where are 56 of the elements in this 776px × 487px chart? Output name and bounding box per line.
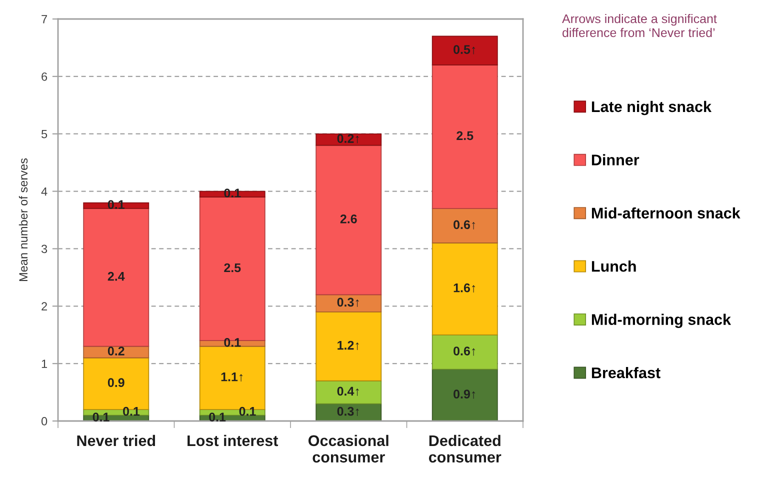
y-tick-label: 4 (41, 187, 48, 196)
bar (432, 64, 498, 209)
bar (316, 311, 382, 382)
data-label: 0.1 (224, 338, 241, 347)
data-label: 0.4↑ (337, 386, 359, 396)
data-label: 0.2 (108, 346, 124, 356)
data-label: 1.6↑ (454, 283, 476, 293)
data-label: 0.2↑ (337, 134, 359, 144)
x-tick-label: Never tried (77, 434, 156, 446)
data-label: 0.5↑ (454, 45, 476, 54)
data-label: 2.5 (224, 263, 241, 272)
data-label: 0.9↑ (454, 390, 476, 399)
data-label: 0.9 (108, 378, 124, 388)
data-label: 1.2↑ (338, 340, 359, 350)
data-label: 0.1 (123, 406, 140, 416)
data-label: 0.1 (209, 412, 226, 422)
y-tick-label: 1 (42, 360, 48, 368)
bar (316, 380, 382, 404)
data-label: 0.1 (239, 406, 256, 416)
y-tick-label: 5 (41, 130, 48, 138)
y-tick-label: 7 (42, 15, 47, 24)
legend-label: Mid-afternoon snack (592, 207, 740, 219)
data-label: 2.5 (456, 131, 474, 140)
y-tick-label: 0 (41, 417, 48, 426)
legend-label: Mid-morning snack (592, 314, 732, 328)
data-label: 0.6↑ (454, 220, 476, 230)
data-label: 0.6↑ (454, 346, 476, 356)
data-label: 0.3↑ (337, 406, 359, 416)
y-tick-label: 6 (42, 72, 48, 81)
bar (316, 294, 382, 312)
data-label: 0.1 (108, 200, 124, 209)
x-tick-label: Occasional consumer (308, 434, 388, 463)
bar (432, 36, 498, 66)
legend-label: Dinner (592, 154, 640, 166)
bar (316, 144, 382, 296)
y-tick-label: 3 (41, 244, 48, 254)
y-tick-label: 2 (42, 302, 47, 310)
bar (432, 334, 498, 370)
data-label: 0.3↑ (337, 298, 359, 307)
bar (432, 242, 498, 336)
y-axis-title: Mean number of serves (18, 158, 28, 282)
x-tick-label: Dedicated consumer (428, 434, 502, 463)
data-label: 2.6 (340, 214, 357, 224)
bar (316, 133, 382, 146)
legend-label: Late night snack (592, 100, 712, 116)
legend-label: Lunch (592, 260, 636, 272)
text: Arrows indicate a significant difference from ‘Never tried’ (562, 14, 717, 38)
data-label: 1.1↑ (221, 372, 243, 382)
legend-label: Breakfast (592, 367, 660, 378)
data-label: 0.1 (92, 412, 110, 422)
data-label: 2.4 (108, 272, 125, 281)
data-label: 0.1 (224, 188, 241, 198)
bar (432, 208, 498, 244)
x-tick-label: Lost interest (188, 434, 278, 446)
bar (83, 208, 150, 347)
bar (432, 368, 498, 421)
